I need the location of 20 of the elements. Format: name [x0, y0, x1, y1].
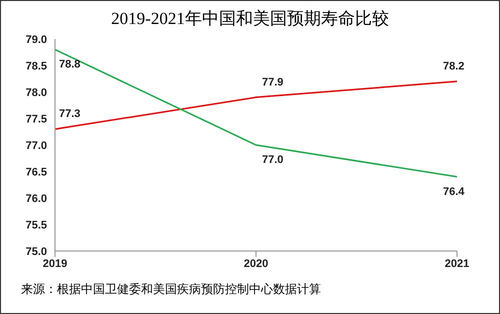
data-label: 78.2 [443, 60, 464, 72]
y-tick-label: 77.5 [26, 113, 47, 126]
y-tick-label: 75.0 [26, 246, 47, 258]
data-label: 77.9 [262, 76, 284, 88]
y-tick-label: 77.0 [26, 140, 47, 152]
x-tick-label: 2021 [444, 258, 470, 270]
y-tick-label: 76.5 [26, 166, 47, 178]
y-tick-label: 78.5 [26, 60, 47, 72]
data-label: 76.4 [443, 186, 466, 198]
data-label: 78.8 [59, 58, 80, 71]
y-tick-label: 76.0 [26, 192, 47, 205]
chart-title: 2019-2021年中国和美国预期寿命比较 [110, 8, 390, 30]
y-tick-label: 78.0 [26, 86, 47, 99]
data-label: 77.3 [59, 108, 80, 120]
y-tick-label: 79.0 [26, 34, 47, 46]
source-note: 来源：根据中国卫健委和美国疾病预防控制中心数据计算 [20, 281, 322, 298]
x-tick-label: 2020 [244, 258, 268, 270]
y-tick-label: 75.5 [26, 219, 47, 232]
data-label: 77.0 [262, 154, 284, 166]
x-tick-label: 2019 [42, 258, 68, 270]
